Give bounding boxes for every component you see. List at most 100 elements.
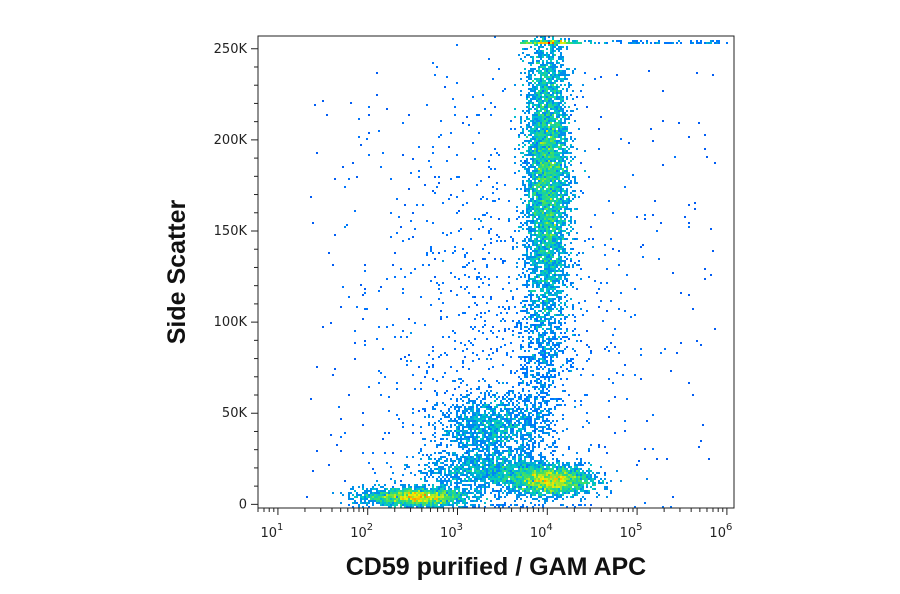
density-cell xyxy=(464,312,466,314)
density-cell xyxy=(554,68,556,70)
density-cell xyxy=(486,406,488,408)
density-cell xyxy=(478,448,480,450)
density-cell xyxy=(568,118,570,120)
density-cell xyxy=(472,442,474,444)
density-cell xyxy=(542,108,544,110)
density-cell xyxy=(562,108,564,110)
density-cell xyxy=(526,188,528,190)
density-cell xyxy=(462,190,464,192)
density-cell xyxy=(552,332,554,334)
density-cell xyxy=(480,456,482,458)
density-cell xyxy=(490,102,492,104)
density-cell xyxy=(520,364,522,366)
density-cell xyxy=(518,406,520,408)
density-cell xyxy=(496,460,498,462)
density-cell xyxy=(536,320,538,322)
density-cell xyxy=(554,238,556,240)
density-cell xyxy=(474,442,476,444)
density-cell xyxy=(518,458,520,460)
density-cell xyxy=(528,338,530,340)
density-cell xyxy=(564,102,566,104)
density-cell xyxy=(620,292,622,294)
density-cell xyxy=(546,268,548,270)
density-cell xyxy=(534,396,536,398)
density-cell xyxy=(544,192,546,194)
density-cell xyxy=(440,438,442,440)
density-cell xyxy=(550,318,552,320)
density-cell xyxy=(554,144,556,146)
density-cell xyxy=(544,138,546,140)
density-cell xyxy=(558,460,560,462)
density-cell xyxy=(548,44,550,46)
density-cell xyxy=(528,240,530,242)
density-cell xyxy=(556,234,558,236)
density-cell xyxy=(532,448,534,450)
density-cell xyxy=(582,192,584,194)
density-cell xyxy=(394,276,396,278)
density-cell xyxy=(542,158,544,160)
density-cell xyxy=(524,394,526,396)
density-cell xyxy=(556,326,558,328)
density-cell xyxy=(524,422,526,424)
density-cell xyxy=(486,390,488,392)
density-cell xyxy=(508,404,510,406)
density-cell xyxy=(530,382,532,384)
density-cell xyxy=(558,178,560,180)
density-cell xyxy=(466,396,468,398)
density-cell xyxy=(550,306,552,308)
density-cell xyxy=(562,352,564,354)
density-cell xyxy=(542,354,544,356)
density-cell xyxy=(564,130,566,132)
density-cell xyxy=(524,426,526,428)
density-cell xyxy=(538,360,540,362)
density-cell xyxy=(522,132,524,134)
density-cell xyxy=(504,184,506,186)
density-cell xyxy=(536,304,538,306)
density-cell xyxy=(556,154,558,156)
density-cell xyxy=(552,304,554,306)
density-cell xyxy=(368,386,370,388)
density-cell xyxy=(510,400,512,402)
density-cell xyxy=(608,378,610,380)
density-cell xyxy=(458,460,460,462)
density-cell xyxy=(540,150,542,152)
density-cell xyxy=(536,100,538,102)
density-cell xyxy=(572,170,574,172)
density-cell xyxy=(484,392,486,394)
density-cell xyxy=(530,254,532,256)
density-cell xyxy=(528,152,530,154)
density-cell xyxy=(522,460,524,462)
density-cell xyxy=(422,204,424,206)
density-cell xyxy=(542,162,544,164)
density-cell xyxy=(550,218,552,220)
density-cell xyxy=(548,78,550,80)
density-cell xyxy=(538,226,540,228)
density-cell xyxy=(528,464,530,466)
density-cell xyxy=(524,56,526,58)
density-cell xyxy=(450,430,452,432)
density-cell xyxy=(578,42,580,44)
density-cell xyxy=(626,398,628,400)
density-cell xyxy=(540,152,542,154)
density-cell xyxy=(560,196,562,198)
density-cell xyxy=(560,140,562,142)
density-cell xyxy=(552,114,554,116)
density-cell xyxy=(564,230,566,232)
density-cell xyxy=(604,42,606,44)
density-cell xyxy=(540,122,542,124)
density-cell xyxy=(540,404,542,406)
density-cell xyxy=(536,340,538,342)
density-cell xyxy=(552,280,554,282)
density-cell xyxy=(490,298,492,300)
density-cell xyxy=(452,454,454,456)
density-cell xyxy=(558,122,560,124)
density-cell xyxy=(542,316,544,318)
density-cell xyxy=(564,212,566,214)
density-cell xyxy=(528,210,530,212)
density-cell xyxy=(504,404,506,406)
density-cell xyxy=(540,244,542,246)
density-cell xyxy=(560,126,562,128)
density-cell xyxy=(558,106,560,108)
density-cell xyxy=(536,466,538,468)
density-cell xyxy=(562,72,564,74)
